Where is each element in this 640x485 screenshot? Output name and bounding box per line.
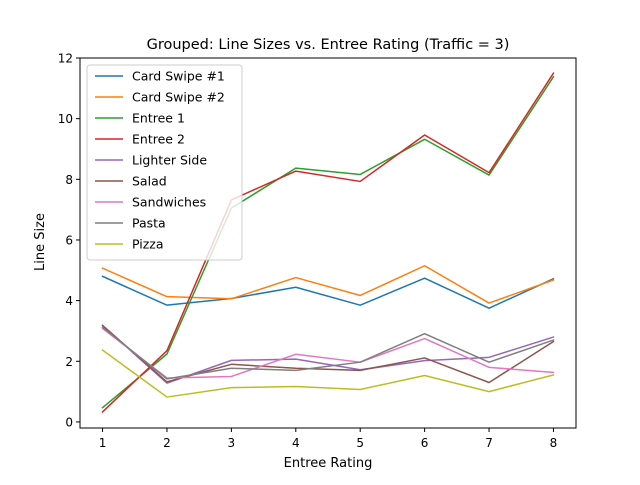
x-tick-label: 6 xyxy=(421,436,429,450)
legend-label: Lighter Side xyxy=(132,153,207,168)
x-tick-label: 3 xyxy=(228,436,236,450)
legend-label: Entree 2 xyxy=(132,132,185,147)
x-tick-label: 5 xyxy=(356,436,364,450)
series-line-pasta xyxy=(101,326,555,380)
series-line-entree-2 xyxy=(101,72,555,413)
legend-label: Salad xyxy=(132,174,167,189)
series-line-entree-1 xyxy=(101,75,555,409)
y-tick-label: 6 xyxy=(65,233,73,247)
y-tick-label: 0 xyxy=(65,415,73,429)
series-line-pizza xyxy=(101,349,555,398)
y-tick-label: 8 xyxy=(65,173,73,187)
x-tick-label: 4 xyxy=(292,436,300,450)
y-axis-label: Line Size xyxy=(33,213,48,271)
legend-label: Card Swipe #1 xyxy=(132,69,225,84)
legend-label: Entree 1 xyxy=(132,111,185,126)
chart-title: Grouped: Line Sizes vs. Entree Rating (T… xyxy=(147,37,510,53)
series-line-card-swipe-2 xyxy=(101,265,555,304)
x-axis-label: Entree Rating xyxy=(284,456,373,471)
legend-label: Card Swipe #2 xyxy=(132,90,225,105)
series-line-salad xyxy=(101,324,555,384)
legend-box xyxy=(86,64,243,261)
legend-label: Sandwiches xyxy=(132,195,206,210)
plot-frame xyxy=(79,57,577,429)
x-tick-label: 8 xyxy=(550,436,558,450)
x-tick-label: 1 xyxy=(99,436,107,450)
x-tick-label: 2 xyxy=(163,436,171,450)
x-tick-label: 7 xyxy=(485,436,493,450)
legend: Card Swipe #1 Card Swipe #2 Entree 1 Entree… xyxy=(86,64,243,261)
y-tick-label: 4 xyxy=(65,294,73,308)
legend-label: Pizza xyxy=(132,237,164,252)
y-tick-label: 2 xyxy=(65,355,73,369)
legend-label: Pasta xyxy=(132,216,166,231)
y-tick-label: 10 xyxy=(58,112,73,126)
y-tick-label: 12 xyxy=(58,52,73,66)
plot-lines xyxy=(101,72,555,413)
series-line-card-swipe-1 xyxy=(101,275,555,309)
